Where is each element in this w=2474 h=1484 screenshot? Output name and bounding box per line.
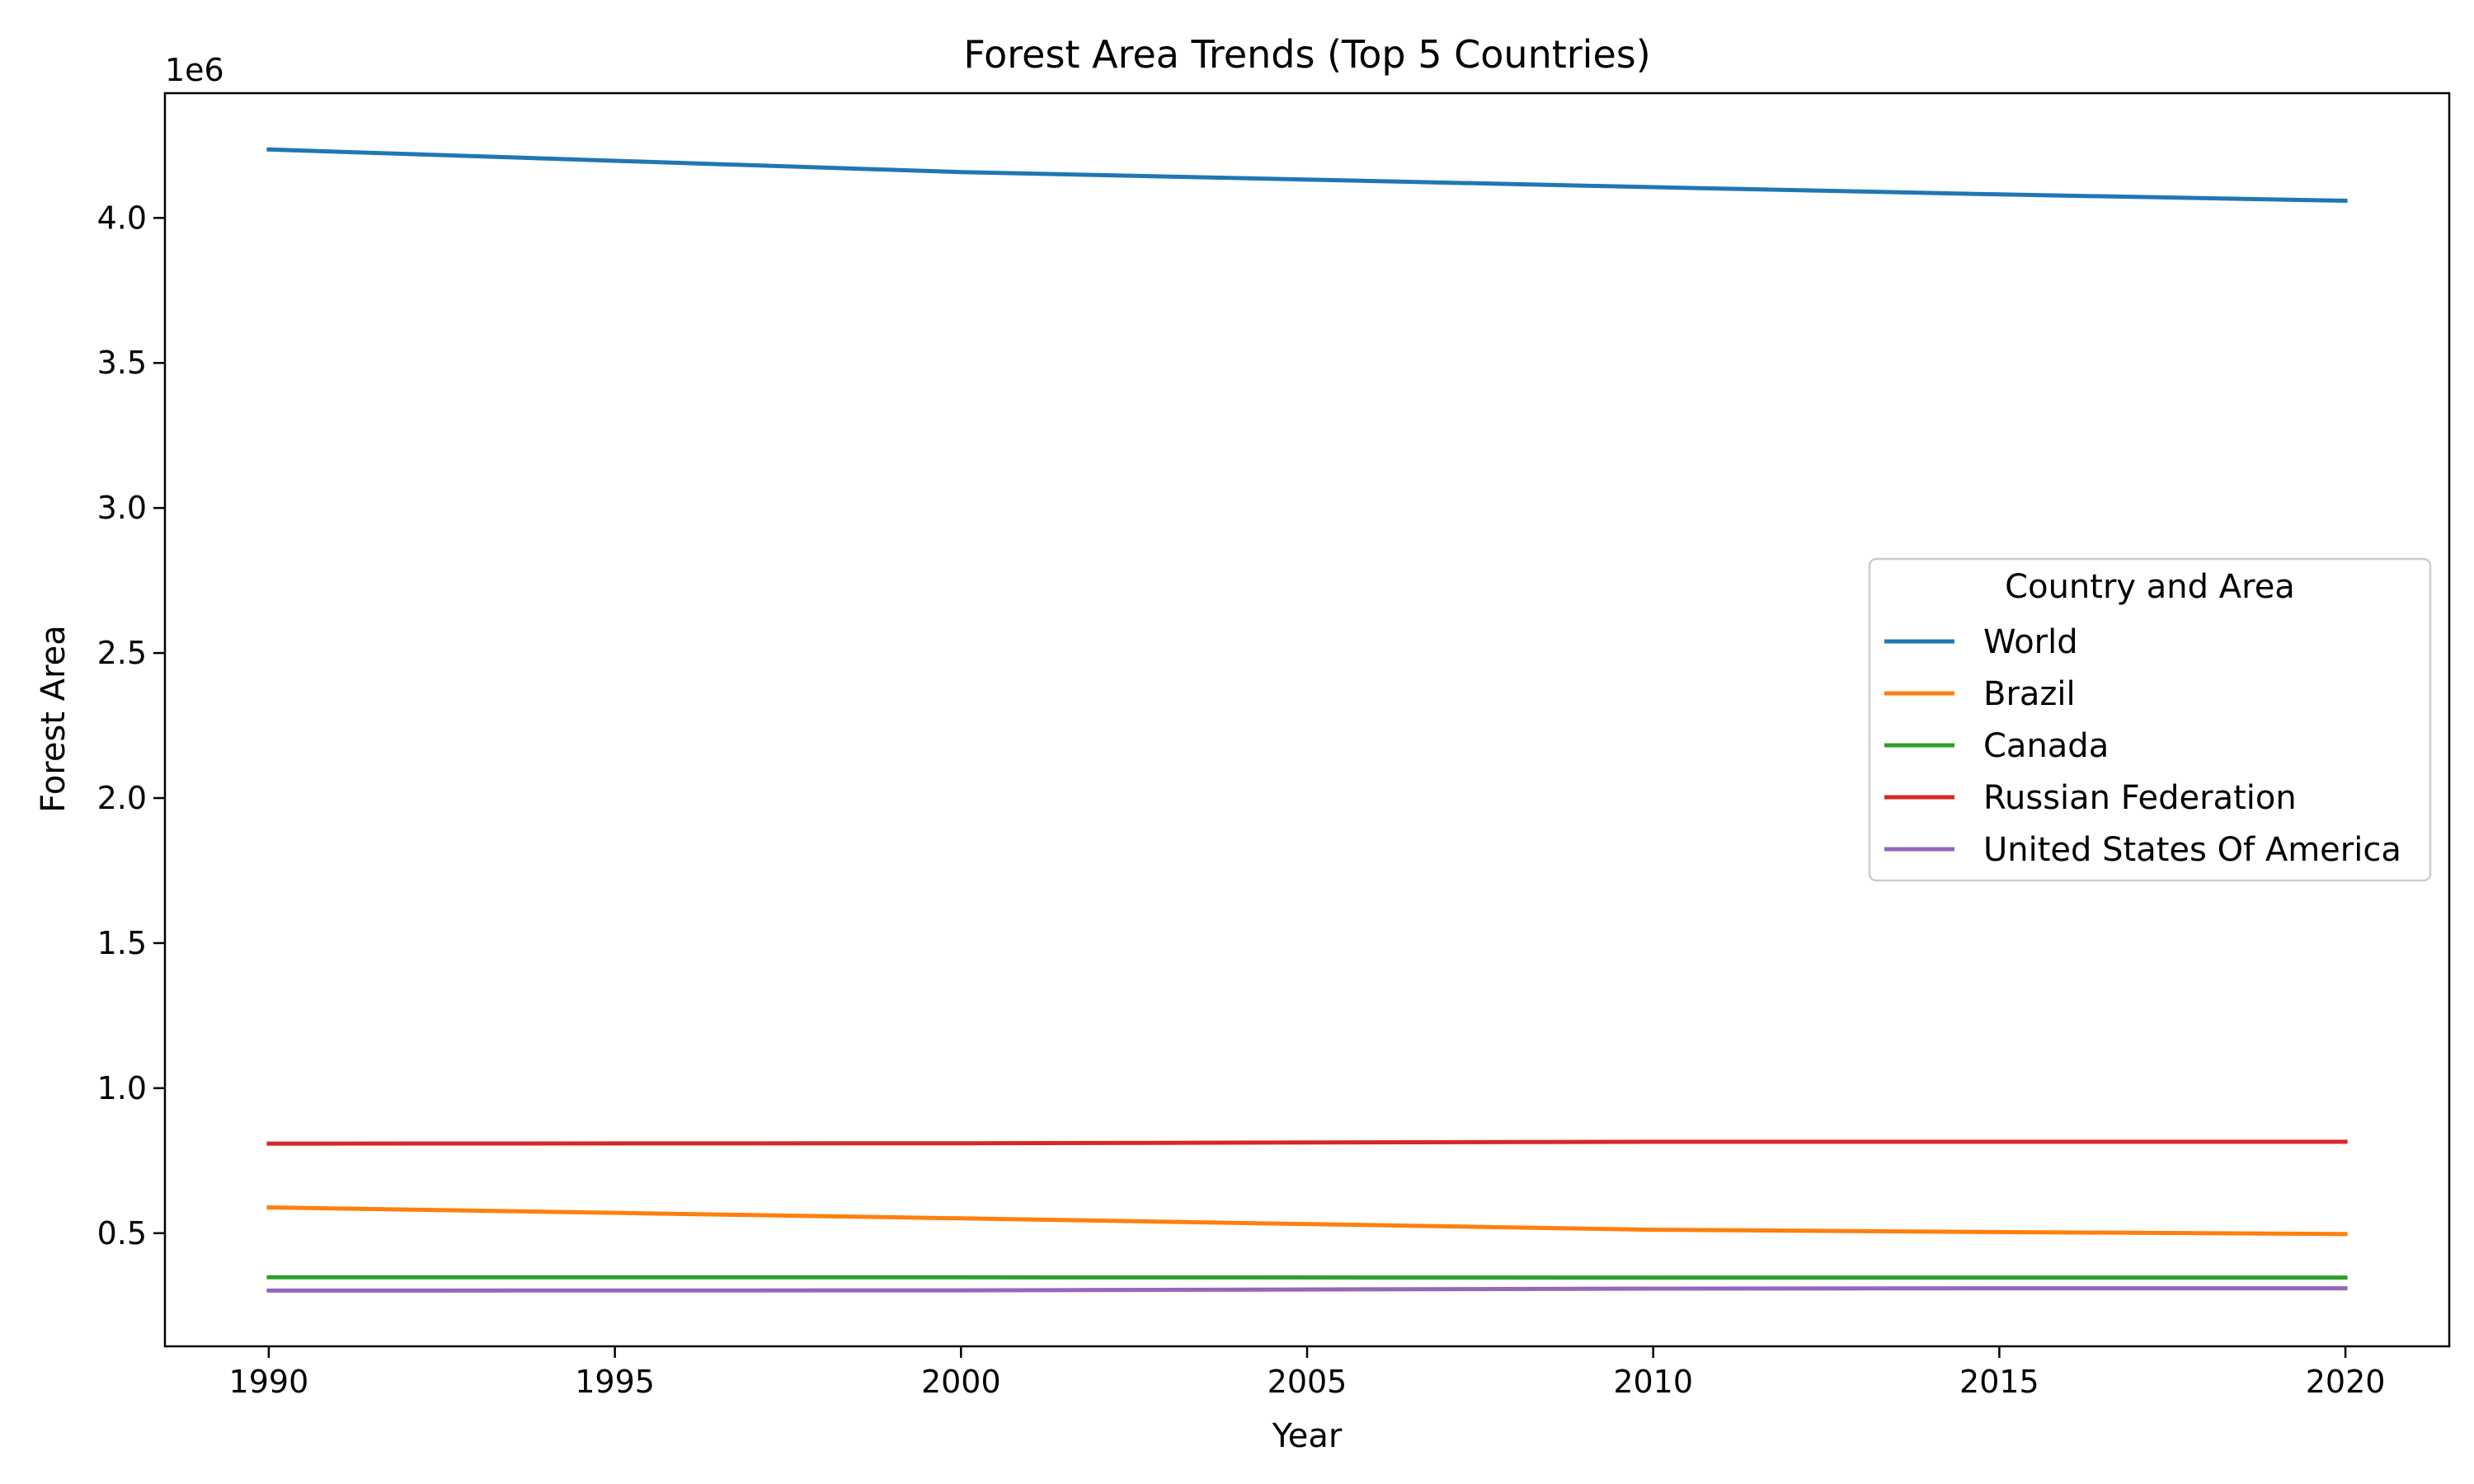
series-line-russian-federation — [266, 1139, 2348, 1146]
x-tick-label: 2015 — [1959, 1364, 2039, 1400]
x-tick-label: 2005 — [1268, 1364, 1348, 1400]
legend-entry-label: Brazil — [1983, 675, 2076, 713]
legend-box — [1868, 557, 2432, 882]
y-tick-label: 2.0 — [97, 780, 147, 816]
x-tick-label: 2020 — [2306, 1364, 2386, 1400]
legend-title: Country and Area — [2005, 568, 2295, 606]
legend-entry-label: United States Of America — [1983, 831, 2401, 869]
legend-entry-label: Russian Federation — [1983, 779, 2297, 817]
x-tick-label: 1990 — [229, 1364, 309, 1400]
y-tick-label: 4.0 — [97, 200, 147, 236]
y-axis-offset-label: 1e6 — [165, 52, 224, 88]
y-tick-label: 3.0 — [97, 490, 147, 526]
y-tick-label: 2.5 — [97, 635, 147, 671]
y-tick-label: 1.5 — [97, 925, 147, 961]
x-tick-label: 1995 — [575, 1364, 655, 1400]
series-line-united-states-of-america — [266, 1286, 2348, 1293]
legend-entry-label: World — [1983, 623, 2078, 661]
y-axis-ticks: 0.5 1.0 1.5 2.0 2.5 3.0 3.5 4.0 — [97, 200, 165, 1252]
legend-entries: World Brazil Canada Russian Federation Unite… — [1884, 623, 2401, 869]
y-axis-label: Forest Area — [35, 625, 73, 813]
plot-area-frame — [163, 92, 2451, 1348]
x-tick-label: 2010 — [1613, 1364, 1693, 1400]
series-line-world — [266, 147, 2348, 204]
series-line-brazil — [266, 1205, 2348, 1237]
y-tick-label: 1.0 — [97, 1070, 147, 1106]
y-tick-label: 0.5 — [97, 1215, 147, 1252]
chart-title: Forest Area Trends (Top 5 Countries) — [963, 32, 1650, 77]
x-tick-label: 2000 — [921, 1364, 1001, 1400]
x-axis-label: Year — [1272, 1417, 1343, 1455]
plot-lines — [266, 147, 2348, 1293]
legend: Country and Area World Brazil Canada Russia… — [1868, 557, 2432, 882]
x-axis-ticks: 1990 1995 2000 2005 2010 2015 2020 — [229, 1346, 2386, 1400]
y-tick-label: 3.5 — [97, 345, 147, 381]
legend-entry-label: Canada — [1983, 727, 2109, 765]
